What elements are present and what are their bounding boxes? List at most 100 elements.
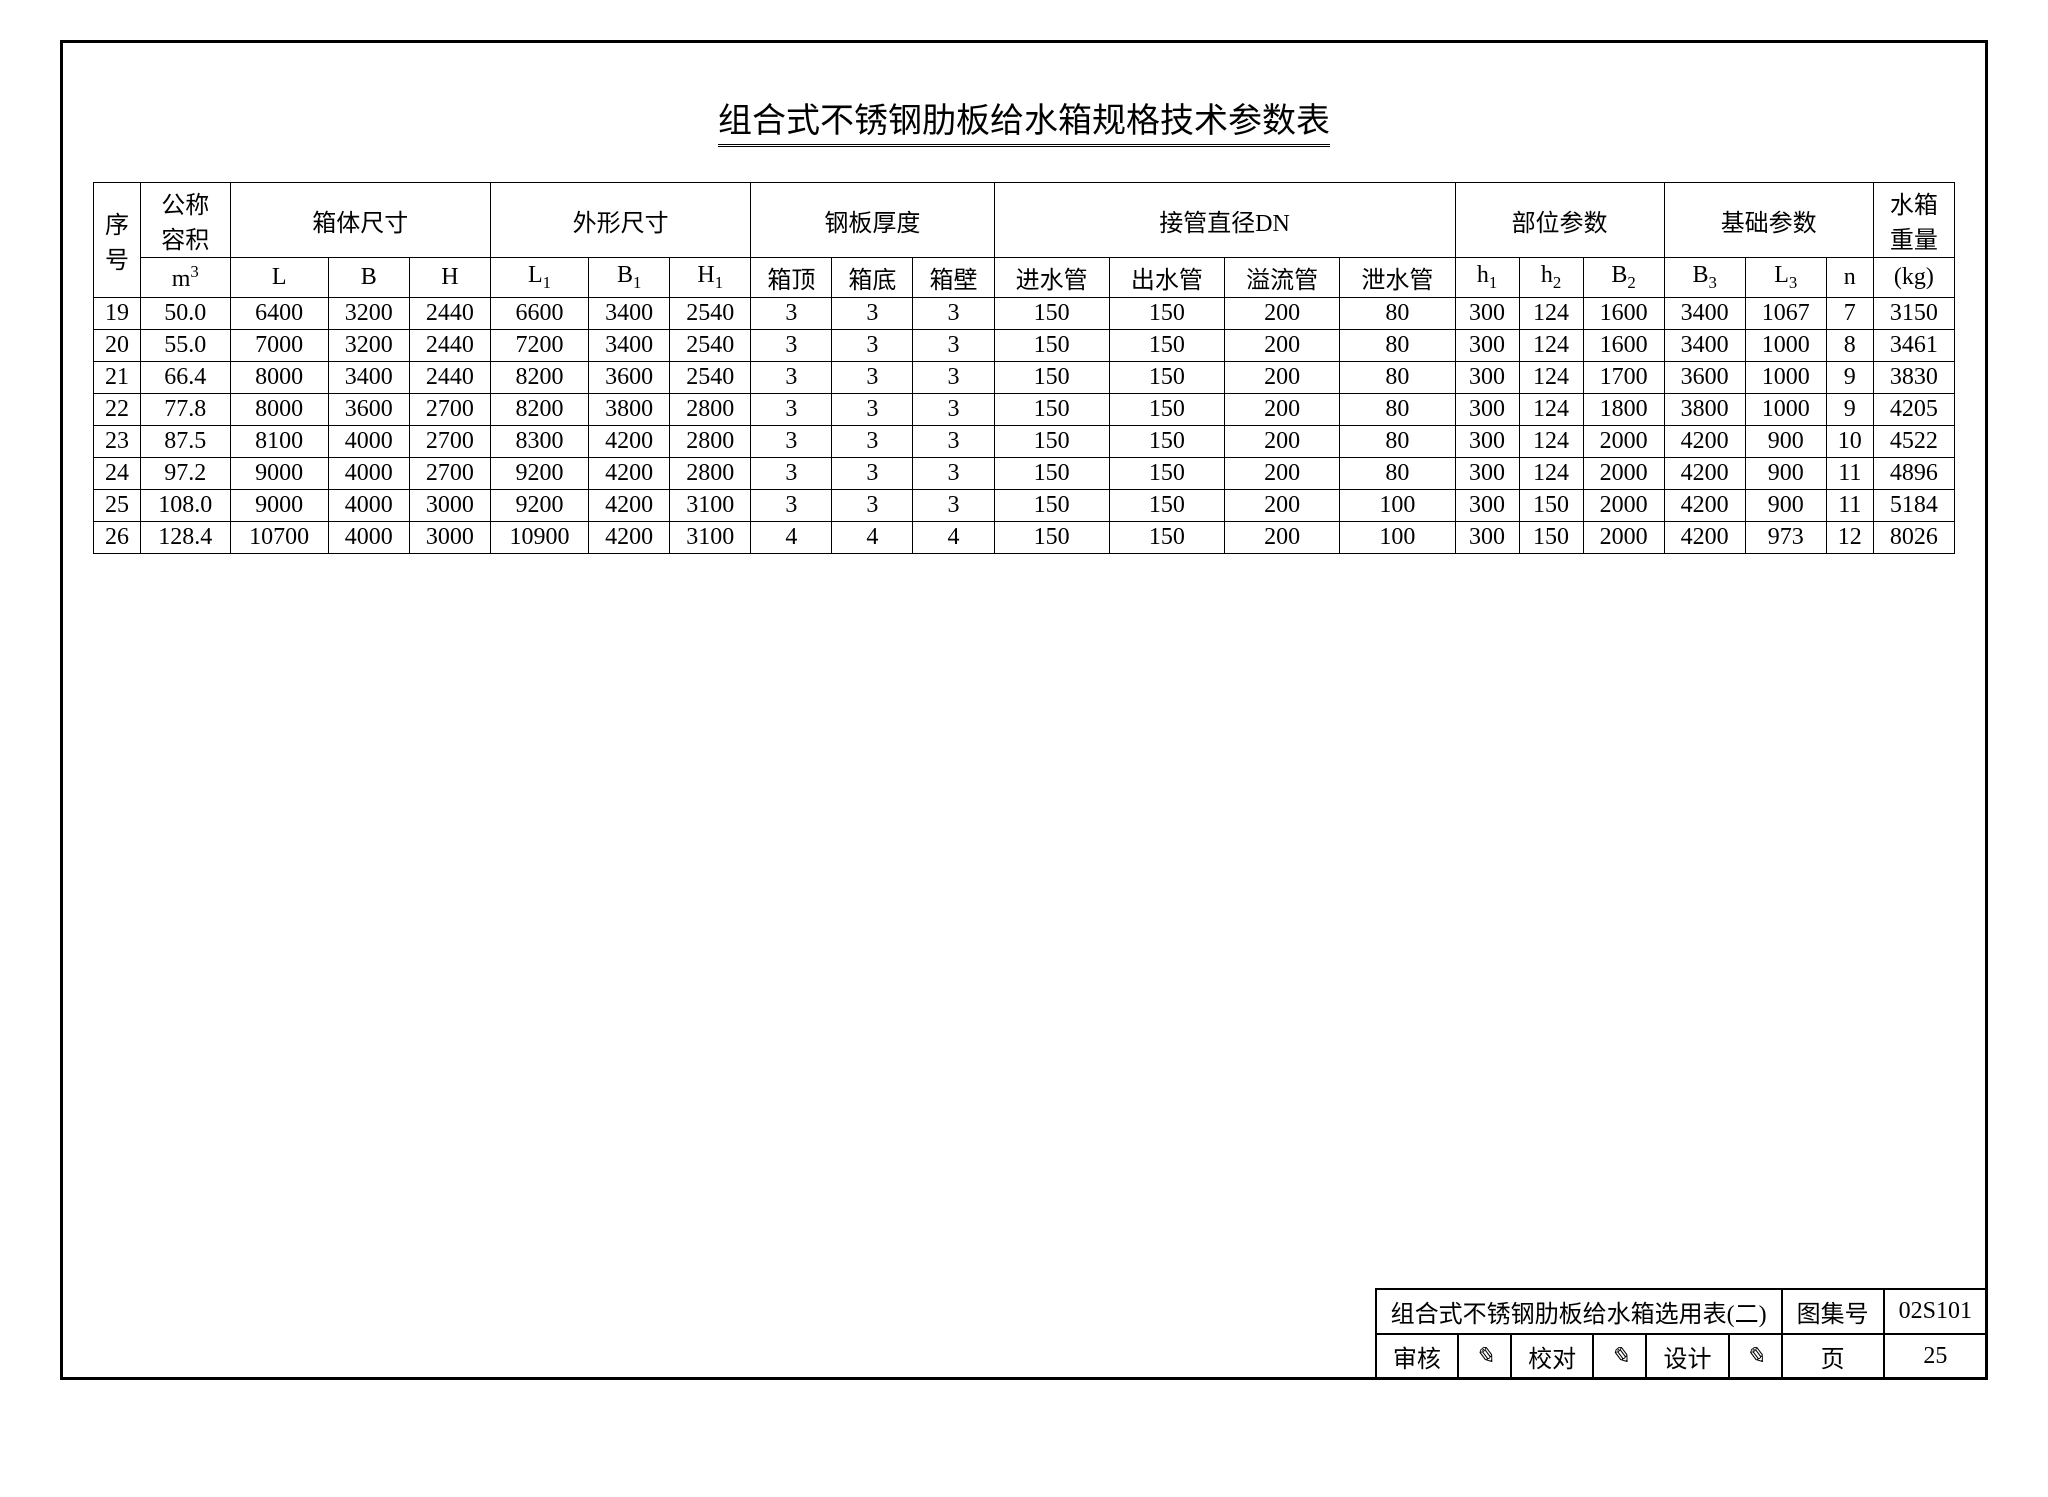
table-cell: 8200 xyxy=(490,362,588,394)
table-cell: 9 xyxy=(1826,394,1873,426)
table-cell: 80 xyxy=(1340,394,1455,426)
table-cell: 3 xyxy=(913,362,994,394)
table-cell: 150 xyxy=(1519,490,1583,522)
col-bottom: 箱底 xyxy=(832,258,913,298)
table-cell: 150 xyxy=(1109,394,1224,426)
col-n: n xyxy=(1826,258,1873,298)
col-overflow: 溢流管 xyxy=(1225,258,1340,298)
table-cell: 3600 xyxy=(328,394,409,426)
table-cell: 2540 xyxy=(670,330,751,362)
tuji-value: 02S101 xyxy=(1884,1289,1987,1334)
table-cell: 87.5 xyxy=(140,426,230,458)
table-cell: 8100 xyxy=(230,426,328,458)
table-cell: 3 xyxy=(913,426,994,458)
col-h2: h2 xyxy=(1519,258,1583,298)
table-cell: 23 xyxy=(94,426,141,458)
table-cell: 8000 xyxy=(230,362,328,394)
table-cell: 150 xyxy=(994,298,1109,330)
table-cell: 2700 xyxy=(409,394,490,426)
table-cell: 2540 xyxy=(670,298,751,330)
table-cell: 300 xyxy=(1455,458,1519,490)
table-cell: 4 xyxy=(751,522,832,554)
table-cell: 3 xyxy=(751,490,832,522)
table-cell: 3 xyxy=(751,330,832,362)
table-row: 1950.06400320024406600340025403331501502… xyxy=(94,298,1955,330)
title-block: 组合式不锈钢肋板给水箱选用表(二) 图集号 02S101 审核 ✎ 校对 ✎ 设… xyxy=(1375,1288,1988,1380)
table-cell: 3100 xyxy=(670,522,751,554)
table-cell: 8026 xyxy=(1873,522,1954,554)
table-cell: 3400 xyxy=(328,362,409,394)
table-cell: 2800 xyxy=(670,426,751,458)
table-cell: 2000 xyxy=(1583,490,1664,522)
col-weight-unit: (kg) xyxy=(1873,258,1954,298)
table-cell: 2440 xyxy=(409,298,490,330)
col-B: B xyxy=(328,258,409,298)
table-cell: 3800 xyxy=(1664,394,1745,426)
table-row: 2277.88000360027008200380028003331501502… xyxy=(94,394,1955,426)
table-cell: 10700 xyxy=(230,522,328,554)
table-cell: 150 xyxy=(994,394,1109,426)
col-volume-unit: m3 xyxy=(140,258,230,298)
table-cell: 100 xyxy=(1340,522,1455,554)
table-cell: 300 xyxy=(1455,426,1519,458)
title-text: 组合式不锈钢肋板给水箱规格技术参数表 xyxy=(718,103,1330,147)
table-header: 序号 公称容积 箱体尺寸 外形尺寸 钢板厚度 接管直径DN 部位参数 基础参数 … xyxy=(94,183,1955,298)
table-cell: 150 xyxy=(994,330,1109,362)
table-cell: 200 xyxy=(1225,426,1340,458)
table-cell: 200 xyxy=(1225,394,1340,426)
table-cell: 300 xyxy=(1455,362,1519,394)
table-cell: 3150 xyxy=(1873,298,1954,330)
table-cell: 150 xyxy=(994,522,1109,554)
table-cell: 3 xyxy=(832,426,913,458)
table-cell: 80 xyxy=(1340,330,1455,362)
table-cell: 200 xyxy=(1225,522,1340,554)
table-cell: 10900 xyxy=(490,522,588,554)
table-cell: 3600 xyxy=(589,362,670,394)
table-row: 2497.29000400027009200420028003331501502… xyxy=(94,458,1955,490)
table-cell: 4200 xyxy=(589,490,670,522)
table-cell: 3461 xyxy=(1873,330,1954,362)
table-cell: 200 xyxy=(1225,298,1340,330)
table-cell: 150 xyxy=(994,426,1109,458)
col-H: H xyxy=(409,258,490,298)
table-cell: 66.4 xyxy=(140,362,230,394)
table-row: 2055.07000320024407200340025403331501502… xyxy=(94,330,1955,362)
col-weight-top: 水箱重量 xyxy=(1873,183,1954,258)
table-cell: 124 xyxy=(1519,298,1583,330)
table-cell: 4200 xyxy=(589,522,670,554)
table-cell: 7 xyxy=(1826,298,1873,330)
table-cell: 2700 xyxy=(409,458,490,490)
table-cell: 2440 xyxy=(409,362,490,394)
table-cell: 80 xyxy=(1340,298,1455,330)
table-cell: 7000 xyxy=(230,330,328,362)
table-row: 2166.48000340024408200360025403331501502… xyxy=(94,362,1955,394)
table-cell: 150 xyxy=(994,490,1109,522)
col-B1: B1 xyxy=(589,258,670,298)
table-cell: 2440 xyxy=(409,330,490,362)
table-cell: 300 xyxy=(1455,490,1519,522)
table-cell: 2540 xyxy=(670,362,751,394)
table-cell: 3200 xyxy=(328,330,409,362)
table-cell: 150 xyxy=(994,362,1109,394)
table-cell: 3 xyxy=(832,298,913,330)
table-cell: 3 xyxy=(913,458,994,490)
table-cell: 5184 xyxy=(1873,490,1954,522)
table-cell: 4200 xyxy=(589,458,670,490)
table-cell: 124 xyxy=(1519,394,1583,426)
col-H1: H1 xyxy=(670,258,751,298)
table-cell: 3 xyxy=(751,458,832,490)
table-cell: 4 xyxy=(913,522,994,554)
table-cell: 3 xyxy=(832,330,913,362)
table-cell: 1600 xyxy=(1583,298,1664,330)
table-cell: 150 xyxy=(1519,522,1583,554)
table-cell: 200 xyxy=(1225,330,1340,362)
table-cell: 9000 xyxy=(230,458,328,490)
table-cell: 3 xyxy=(913,394,994,426)
table-cell: 3400 xyxy=(589,298,670,330)
table-cell: 3400 xyxy=(589,330,670,362)
table-cell: 150 xyxy=(1109,426,1224,458)
col-h1: h1 xyxy=(1455,258,1519,298)
table-cell: 3100 xyxy=(670,490,751,522)
sheji-label: 设计 xyxy=(1646,1334,1728,1379)
table-cell: 150 xyxy=(1109,490,1224,522)
